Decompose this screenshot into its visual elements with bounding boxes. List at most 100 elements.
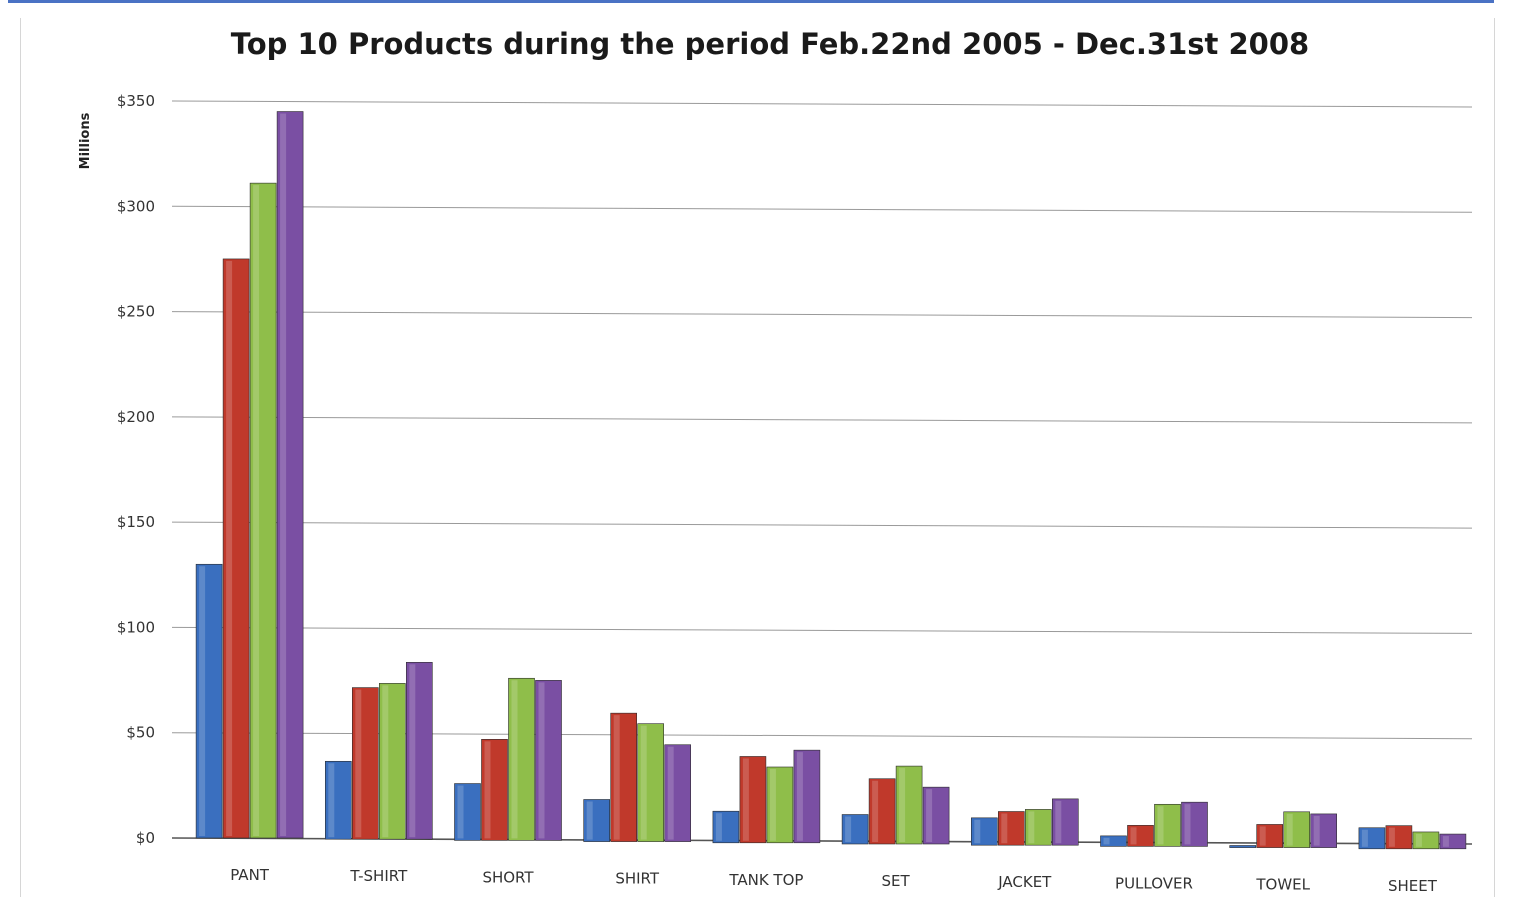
bar-highlight [1361,829,1368,847]
y-axis-label: Millions [78,112,93,169]
bar [1256,824,1283,848]
gridline [171,521,1473,529]
bar [1412,831,1440,850]
bar-highlight [1184,804,1191,845]
bar [1310,813,1337,848]
bar [535,680,562,841]
bar [481,739,508,841]
bar [1052,798,1079,846]
y-tick-label: $250 [117,303,155,321]
y-tick-label: $50 [126,724,155,742]
x-category-label: SHORT [482,868,534,886]
x-category-label: T-SHIRT [349,867,408,885]
bar-highlight [1388,827,1395,847]
bar [997,811,1025,846]
bar-highlight [1313,815,1320,846]
x-category-label: TOWEL [1255,876,1310,894]
bar-highlight [742,758,749,841]
bar-highlight [1157,806,1164,845]
bar-highlight [199,566,206,836]
gridline [171,100,1473,108]
gridline [171,626,1473,634]
bar [324,760,352,840]
bar-highlight [355,689,362,838]
bar-highlight [1103,837,1110,845]
bar [276,111,304,839]
gridline [171,311,1473,319]
bar [793,749,821,844]
bar [895,765,923,845]
y-tick-label: $300 [117,197,155,215]
bar [1229,845,1256,848]
bar-highlight [457,785,464,839]
y-tick-label: $200 [117,408,155,426]
bar-highlight [382,685,389,838]
bar [922,786,950,845]
bar-highlight [1442,836,1449,847]
bar-highlight [1001,813,1008,844]
x-category-label: SHIRT [615,870,660,888]
bar [1439,833,1467,850]
x-axis-categories: PANT T-SHIRT SHORT SHIRT TANK TOP SET JACKET PU… [230,866,1437,895]
bar [1154,803,1181,847]
bar [712,810,740,844]
bar [405,662,433,840]
bar [1283,811,1310,848]
bar-highlight [974,819,981,844]
bar-highlight [926,789,933,842]
bar-highlight [667,746,674,840]
bar-highlight [899,768,906,842]
bar [970,817,998,846]
bar-highlight [280,113,287,837]
bar [454,783,481,841]
bar [766,766,794,844]
chart-title: Top 10 Products during the period Feb.22… [231,27,1309,61]
y-tick-label: $350 [117,92,155,110]
bar-highlight [253,185,260,836]
bar [378,683,406,840]
bar [1100,835,1127,847]
y-tick-label: $150 [117,513,155,531]
bar-highlight [796,752,803,841]
gridline [171,416,1473,424]
bar-highlight [1415,833,1422,847]
y-tick-label: $100 [117,618,155,636]
bar [195,563,223,839]
bar-highlight [226,260,233,836]
bar [249,182,277,839]
bars [195,111,1467,850]
bar-highlight [640,725,647,840]
y-tick-label: $0 [136,829,155,847]
bar [610,712,638,842]
bar-highlight [1130,827,1137,845]
bar [1127,825,1154,847]
x-category-label: PANT [230,866,270,884]
bar [1181,801,1208,847]
bar [508,677,535,841]
bar-highlight [1055,800,1062,844]
x-category-label: SET [882,872,911,890]
bar-highlight [409,664,416,838]
x-category-label: JACKET [997,873,1052,891]
bar-highlight [872,780,879,842]
bar [1025,809,1052,846]
bar [222,258,250,839]
bar-highlight [328,763,335,838]
bar [664,744,692,842]
window-top-border [8,0,1494,3]
bar-highlight [586,801,593,840]
bar [1358,827,1386,850]
x-category-label: TANK TOP [728,871,803,889]
bar [841,814,869,845]
bar-highlight [845,816,852,842]
window-left-border [20,18,21,897]
bar-highlight [511,680,518,839]
bar-highlight [769,768,776,841]
bar [351,687,379,840]
bar [637,723,665,842]
bar-highlight [715,813,722,841]
x-category-label: SHEET [1388,877,1438,895]
bar-highlight [1259,826,1266,846]
y-axis-ticks: $0 $50 $100 $150 $200 $250 $300 $350 [117,92,155,847]
